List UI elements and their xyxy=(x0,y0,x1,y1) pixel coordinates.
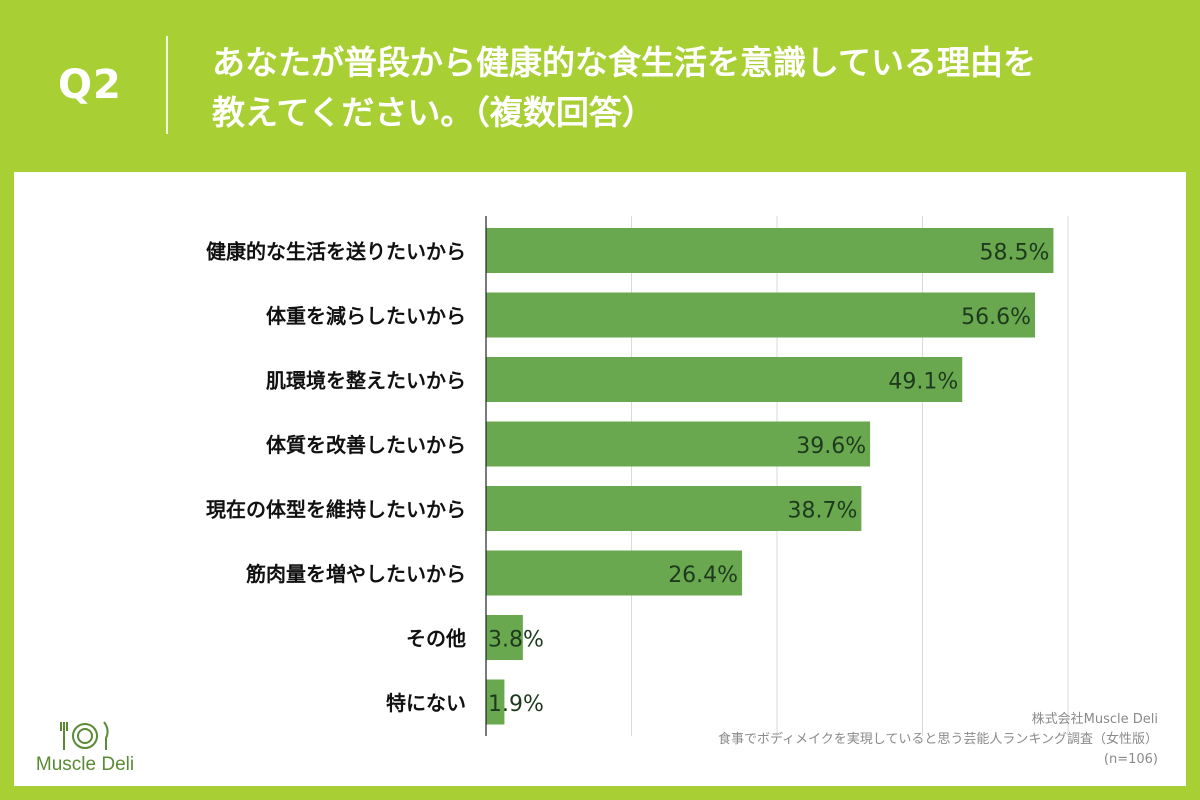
value-label: 39.6% xyxy=(796,434,866,459)
bar xyxy=(486,550,743,596)
footnote-company: 株式会社Muscle Deli xyxy=(1031,712,1158,727)
brand-logo: Muscle Deli xyxy=(30,718,140,778)
category-label: その他 xyxy=(406,627,466,651)
category-label: 特にない xyxy=(386,691,466,715)
bar xyxy=(486,615,523,660)
bar xyxy=(486,228,1054,273)
bar xyxy=(486,357,963,402)
question-title: あなたが普段から健康的な食生活を意識している理由を 教えてください。（複数回答） xyxy=(212,38,1172,138)
fork-knife-plate-icon xyxy=(60,721,109,750)
bar xyxy=(486,486,862,531)
header-divider xyxy=(166,36,168,134)
bar xyxy=(486,421,871,467)
bar xyxy=(486,292,1036,338)
value-label: 1.9% xyxy=(488,692,544,717)
question-number: Q2 xyxy=(58,62,122,108)
category-label: 体重を減らしたいから xyxy=(266,304,466,328)
footnote: 株式会社Muscle Deli 食事でボディメイクを実現していると思う芸能人ラン… xyxy=(718,710,1158,770)
bar xyxy=(486,679,505,725)
category-label: 筋肉量を増やしたいから xyxy=(246,562,466,586)
footnote-sample: (n=106) xyxy=(1103,752,1158,767)
question-line-1: あなたが普段から健康的な食生活を意識している理由を xyxy=(212,43,1037,82)
category-label: 現在の体型を維持したいから xyxy=(206,498,466,522)
category-label: 健康的な生活を送りたいから xyxy=(206,240,466,264)
footnote-survey: 食事でボディメイクを実現していると思う芸能人ランキング調査（女性版） xyxy=(717,732,1158,747)
header: Q2 あなたが普段から健康的な食生活を意識している理由を 教えてください。（複数… xyxy=(0,0,1200,170)
value-label: 49.1% xyxy=(888,370,958,395)
value-label: 56.6% xyxy=(961,305,1031,330)
value-label: 58.5% xyxy=(980,241,1050,266)
question-line-2: 教えてください。（複数回答） xyxy=(212,93,655,132)
value-label: 38.7% xyxy=(787,499,857,524)
category-label: 体質を改善したいから xyxy=(266,433,466,457)
value-label: 3.8% xyxy=(488,628,544,653)
value-label: 26.4% xyxy=(668,563,738,588)
chart-panel xyxy=(14,172,1186,786)
logo-text: Muscle Deli xyxy=(35,754,135,775)
category-label: 肌環境を整えたいから xyxy=(266,369,466,393)
